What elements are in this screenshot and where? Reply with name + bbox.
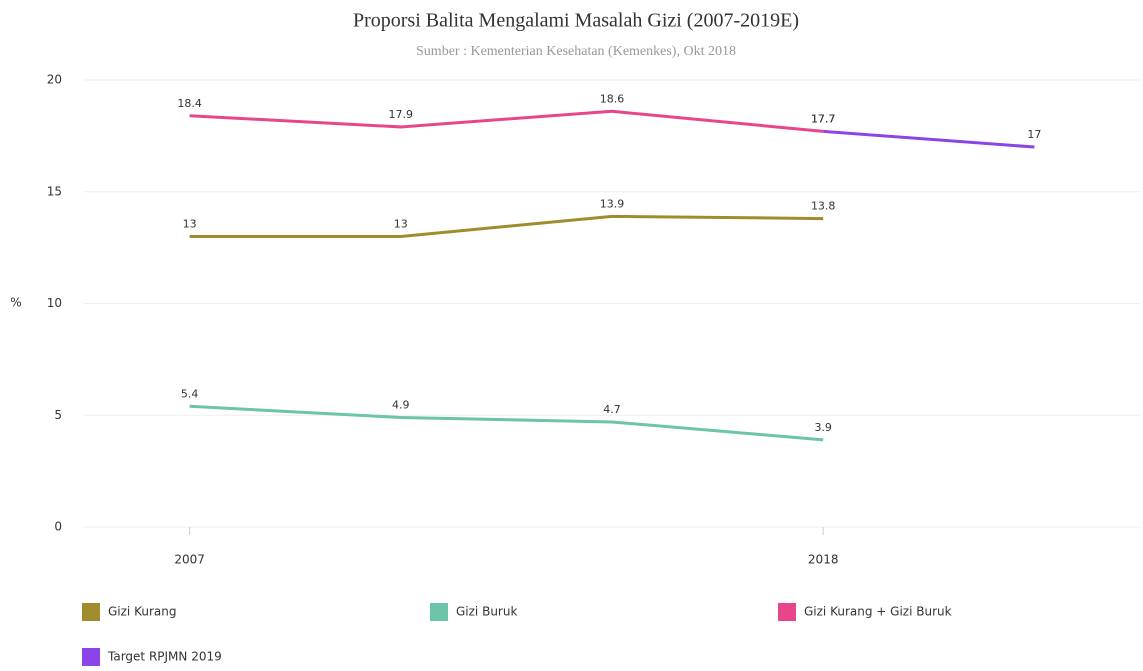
legend-label: Gizi Buruk xyxy=(456,605,517,619)
y-tick-label: 20 xyxy=(47,73,62,87)
data-label: 17 xyxy=(1027,128,1041,141)
legend-swatch xyxy=(430,603,448,621)
data-label: 3.9 xyxy=(814,421,832,434)
data-label: 13 xyxy=(183,217,197,230)
legend-label: Target RPJMN 2019 xyxy=(107,650,222,664)
y-tick-label: 5 xyxy=(54,408,62,422)
legend-label: Gizi Kurang xyxy=(108,605,176,619)
data-label: 13.9 xyxy=(600,197,625,210)
chart-title: Proporsi Balita Mengalami Masalah Gizi (… xyxy=(353,10,799,32)
legend-label: Gizi Kurang + Gizi Buruk xyxy=(804,605,952,619)
y-tick-label: 0 xyxy=(54,520,62,534)
legend-swatch xyxy=(778,603,796,621)
series-line xyxy=(189,109,824,133)
series-line xyxy=(823,129,1035,149)
legend-swatch xyxy=(82,603,100,621)
data-label: 13.8 xyxy=(811,200,836,213)
data-label: 13 xyxy=(394,217,408,230)
chart-subtitle: Sumber : Kementerian Kesehatan (Kemenkes… xyxy=(416,44,736,59)
x-tick-label: 2007 xyxy=(174,553,205,567)
y-tick-label: 10 xyxy=(47,296,62,310)
y-axis-label: % xyxy=(10,296,21,310)
x-tick-label: 2018 xyxy=(808,553,839,567)
data-label: 17.7 xyxy=(811,112,836,125)
series-line xyxy=(189,404,824,442)
legend-swatch xyxy=(82,648,100,666)
data-label: 18.6 xyxy=(600,92,625,105)
data-label: 17.7 xyxy=(811,112,836,125)
data-label: 4.7 xyxy=(603,403,621,416)
y-tick-label: 15 xyxy=(47,184,62,198)
series-line xyxy=(189,214,824,238)
data-label: 17.9 xyxy=(389,108,414,121)
data-label: 5.4 xyxy=(181,387,199,400)
data-label: 18.4 xyxy=(177,97,202,110)
data-label: 4.9 xyxy=(392,398,410,411)
